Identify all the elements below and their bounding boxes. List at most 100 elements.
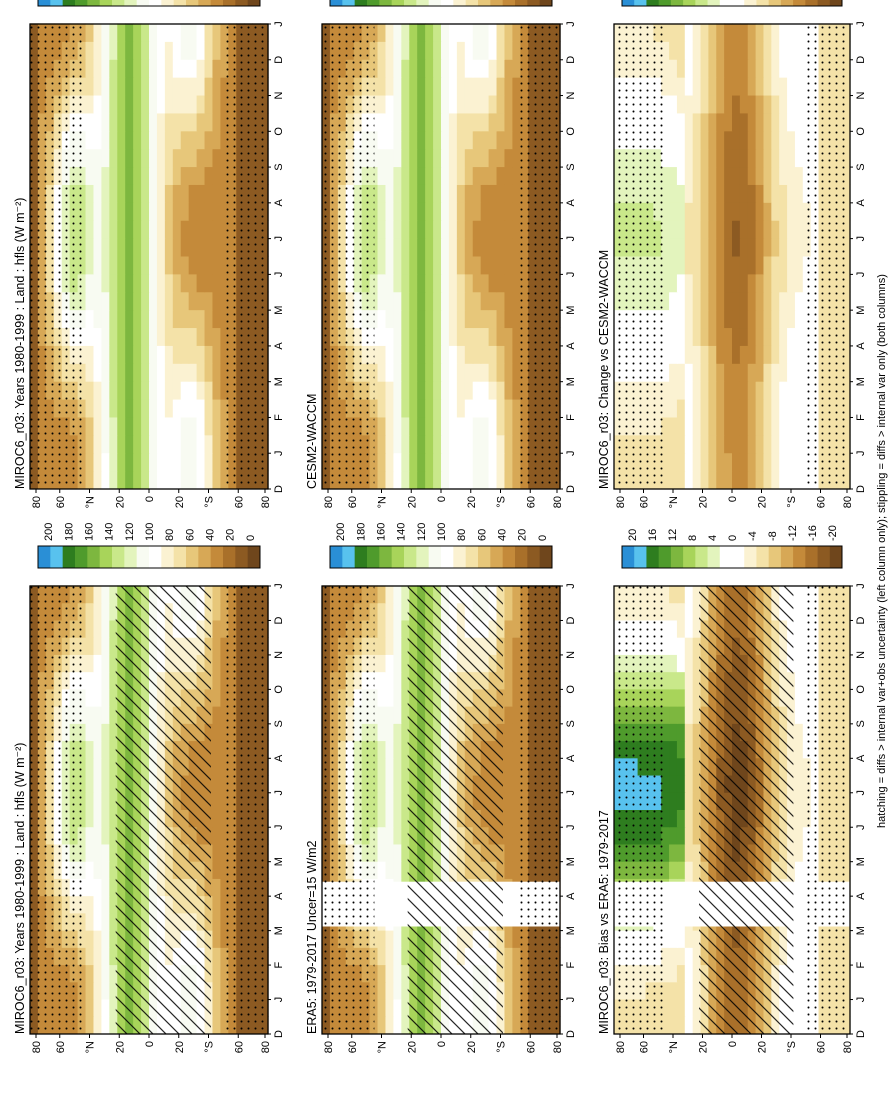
heat-cell (480, 470, 490, 489)
heat-cell (409, 184, 418, 203)
heat-cell (401, 202, 410, 221)
heat-cell (779, 452, 788, 472)
heat-cell (755, 273, 765, 293)
heat-cell (409, 327, 418, 346)
colorbar-tick-label: -16 (807, 525, 819, 541)
heat-cell (488, 345, 498, 364)
heat-cell (779, 416, 788, 436)
colorbar-swatch (112, 546, 125, 568)
heat-cell (409, 470, 418, 489)
heat-cell (676, 723, 686, 742)
colorbar-tick-label: -20 (827, 525, 839, 541)
hatch-overlay (699, 586, 794, 1034)
heat-cell (488, 398, 498, 418)
heat-cell (787, 220, 796, 239)
heat-cell (692, 381, 702, 400)
colorbar-swatch (149, 0, 162, 6)
colorbar-swatch (354, 546, 368, 568)
heat-cell (448, 23, 458, 42)
heat-cell (676, 470, 686, 489)
heat-cell (377, 363, 387, 382)
heat-cell (480, 184, 490, 203)
heat-cell (133, 416, 142, 436)
heat-cell (504, 416, 514, 436)
heat-cell (101, 723, 110, 742)
heat-cell (156, 202, 166, 221)
heat-cell (739, 112, 749, 132)
panel-bot-right: 80 60 °N 20 0 20 °S 60 80DJFMAMJJASONDJMIROC6_r0… (597, 0, 867, 508)
heat-cell (85, 964, 95, 983)
heat-cell (93, 59, 103, 78)
heat-cell (164, 470, 174, 489)
heat-cell (204, 166, 214, 185)
heat-cell (385, 255, 395, 275)
heat-cell (669, 602, 678, 621)
heat-cell (472, 220, 482, 239)
heat-cell (684, 327, 694, 346)
heat-cell (456, 434, 466, 454)
heat-cell (771, 184, 780, 203)
heat-cell (684, 585, 694, 604)
colorbar-swatch (247, 0, 261, 6)
heat-cell (133, 255, 142, 275)
heat-cell (156, 166, 166, 185)
heat-cell (164, 59, 174, 78)
heat-cell (794, 619, 804, 638)
heat-cell (716, 112, 725, 132)
colorbar-swatch (490, 0, 504, 6)
heat-cell (676, 220, 686, 239)
heat-cell (172, 381, 182, 400)
heat-cell (700, 166, 710, 185)
heat-cell (156, 23, 166, 42)
heat-cell (385, 416, 395, 436)
heat-cell (385, 130, 395, 150)
heat-cell (669, 452, 678, 472)
heat-cell (488, 77, 498, 96)
heat-cell (708, 273, 717, 293)
heat-cell (212, 398, 222, 418)
heat-cell (787, 381, 796, 400)
heat-cell (385, 94, 395, 114)
heat-cell (156, 345, 166, 364)
colorbar-swatch (683, 546, 696, 568)
heat-cell (787, 184, 796, 203)
heat-cell (464, 416, 474, 436)
heat-cell (504, 202, 514, 221)
heat-cell (377, 291, 387, 311)
heat-cell (164, 363, 174, 382)
heat-cell (101, 826, 110, 845)
heat-cell (212, 740, 222, 759)
heat-cell (417, 327, 426, 346)
heat-cell (156, 434, 166, 454)
heat-cell (109, 255, 118, 275)
heat-cell (180, 416, 190, 436)
heat-cell (480, 434, 490, 454)
heat-cell (504, 654, 514, 673)
heat-cell (117, 255, 126, 275)
heat-cell (93, 757, 103, 776)
heat-cell (212, 291, 222, 311)
heat-cell (117, 184, 126, 203)
heat-cell (141, 202, 150, 221)
heat-cell (212, 94, 222, 114)
heat-cell (700, 130, 710, 150)
heat-cell (117, 327, 126, 346)
heat-cell (708, 381, 717, 400)
heat-cell (212, 309, 222, 329)
heat-cell (149, 398, 158, 418)
month-tick-label: J (273, 997, 285, 1003)
heat-cell (771, 398, 780, 418)
heat-cell (377, 166, 387, 185)
heat-cell (133, 381, 142, 400)
heat-cell (692, 291, 702, 311)
heat-cell (794, 434, 804, 454)
heat-cell (724, 255, 733, 275)
heat-cell (149, 23, 158, 42)
heat-cell (496, 273, 506, 293)
month-tick-label: D (565, 56, 577, 64)
heat-cell (472, 327, 482, 346)
heat-cell (488, 166, 498, 185)
heat-cell (747, 381, 757, 400)
heat-cell (180, 238, 190, 257)
heat-cell (779, 112, 788, 132)
